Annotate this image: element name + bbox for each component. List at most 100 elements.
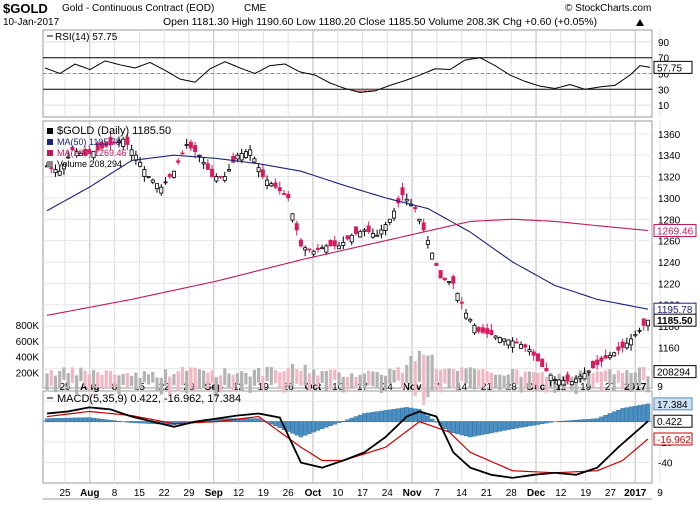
volume-bar (155, 377, 159, 391)
candle-body (74, 151, 79, 157)
macd-histogram-bar (539, 421, 545, 425)
macd-histogram-bar (413, 408, 418, 422)
volume-bar (172, 374, 176, 386)
candle-body (252, 158, 257, 163)
volume-bar (451, 369, 455, 389)
volume-last-value: 208294 (657, 368, 691, 379)
macd-histogram-bar (65, 417, 71, 422)
volume-bar (345, 376, 350, 390)
symbol: $GOLD (3, 1, 48, 16)
volume-bar (599, 371, 604, 391)
x-tick-label-lower: 7 (434, 488, 440, 499)
price-tick-label: 1240 (658, 258, 681, 269)
macd-histogram-bar (396, 408, 401, 422)
macd-histogram-bar (74, 417, 79, 422)
macd-tick-label: -40 (658, 459, 673, 470)
volume-bar (134, 372, 138, 390)
macd-histogram-bar (99, 418, 105, 422)
volume-bar (612, 374, 616, 392)
macd-histogram-bar (129, 421, 134, 423)
candle-body (100, 142, 105, 149)
macd-macd-last-value-box (653, 414, 693, 428)
candle-body (392, 210, 397, 219)
volume-bar (426, 355, 430, 398)
x-tick-label-upper: 19 (580, 382, 592, 393)
candle-body (260, 169, 265, 177)
volume-bar (333, 369, 337, 381)
volume-bar (121, 374, 125, 385)
volume-bar (434, 368, 438, 390)
price-tick-label: 1260 (658, 237, 681, 248)
candle-body (616, 346, 621, 351)
candle-body (91, 151, 96, 159)
macd-histogram-bar (133, 421, 139, 424)
exchange: CME (244, 3, 267, 14)
macd-histogram-bar (548, 421, 553, 423)
volume-bar (527, 371, 532, 390)
candle-body (493, 335, 498, 339)
candle-body (629, 338, 634, 346)
volume-bar (75, 375, 79, 394)
volume-bar (625, 370, 629, 387)
volume-bar (307, 373, 312, 392)
x-tick-label-lower: Aug (80, 488, 99, 499)
macd-histogram-bar (446, 421, 452, 433)
candle-body (459, 301, 464, 304)
candle-body (282, 193, 287, 195)
candle-body (442, 277, 447, 281)
volume-bar (328, 369, 333, 390)
macd-histogram-bar (387, 409, 393, 422)
volume-bar (392, 370, 396, 383)
volume-bar (519, 376, 523, 393)
close-last-value-box (653, 313, 697, 327)
volume-bar (523, 371, 527, 390)
macd-histogram-bar (91, 417, 96, 422)
volume-bar (278, 372, 282, 389)
candle-body (116, 140, 121, 143)
macd-histogram-bar (332, 421, 338, 425)
macd-histogram-bar (53, 418, 58, 422)
price-legend-swatch (47, 161, 53, 167)
x-tick-label-lower: 25 (59, 488, 71, 499)
volume-bar (273, 370, 278, 384)
volume-bar (608, 369, 612, 386)
volume-tick-label: 600K (16, 337, 40, 348)
macd-histogram-bar (298, 421, 304, 438)
volume-bar (185, 370, 189, 394)
candle-body (294, 223, 299, 231)
candle-body (70, 146, 75, 151)
macd-histogram-bar (425, 415, 431, 422)
x-tick-label-lower: 21 (481, 488, 493, 499)
macd-histogram-bar (315, 421, 321, 431)
candle-body (197, 154, 202, 157)
volume-bar (45, 373, 49, 391)
macd-histogram-bar (277, 421, 282, 428)
volume-bar (642, 367, 646, 381)
volume-bar (447, 368, 451, 388)
candle-body (370, 233, 375, 238)
x-tick-label-upper: 12 (233, 382, 245, 393)
macd-histogram-bar (87, 417, 92, 422)
candle-body (315, 247, 320, 250)
volume-bar (83, 370, 87, 387)
volume-bar (540, 372, 544, 384)
macd-histogram-bar (514, 421, 519, 429)
candle-body (400, 187, 405, 196)
rsi-tick-label: 50 (658, 70, 670, 81)
candle-body (387, 218, 392, 223)
candle-body (510, 340, 515, 348)
x-tick-label-upper: 8 (112, 382, 118, 393)
volume-bar (295, 368, 299, 384)
macd-histogram-bar (489, 421, 494, 434)
candle-body (523, 344, 528, 348)
price-tick-label: 1300 (658, 194, 681, 205)
volume-bar (49, 370, 53, 387)
volume-bar (417, 350, 422, 382)
volume-bar (616, 370, 620, 383)
x-tick-label-lower: 17 (357, 488, 369, 499)
macd-histogram-bar (472, 421, 477, 437)
candle-body (451, 276, 456, 284)
volume-bar (341, 376, 345, 393)
price-tick-label: 1280 (658, 215, 681, 226)
candle-body (269, 183, 274, 187)
